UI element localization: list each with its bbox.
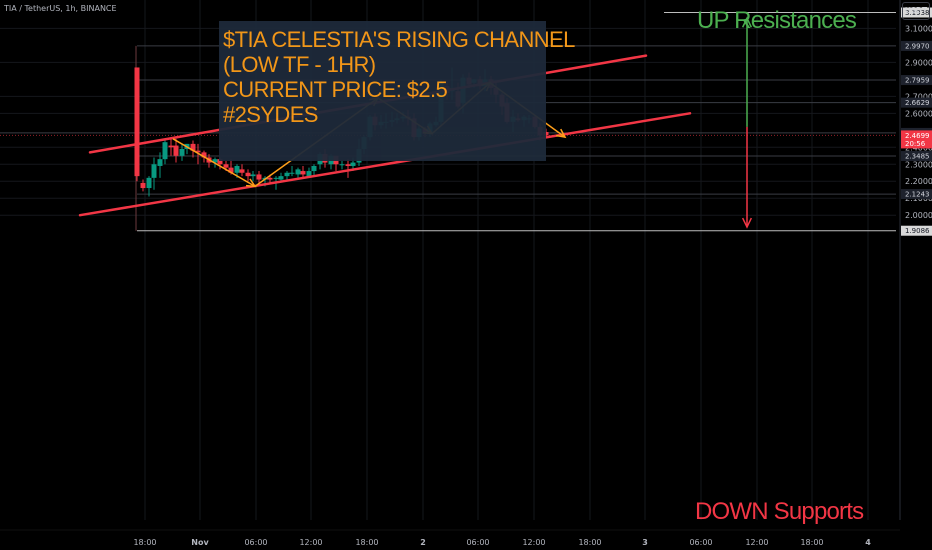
- x-tick-label: 12:00: [745, 538, 768, 547]
- x-tick-label: 06:00: [689, 538, 712, 547]
- candle-bear: [239, 169, 245, 173]
- price-label: 2.9970: [905, 42, 930, 50]
- candle-bear: [228, 167, 234, 173]
- candle-bull: [162, 142, 168, 160]
- y-tick-label: 2.9000: [905, 58, 932, 67]
- candle-bear: [245, 172, 251, 177]
- candle-bear: [168, 145, 174, 148]
- y-tick-label: 2.2000: [905, 177, 932, 186]
- note-line-1: $TIA CELESTIA'S RISING CHANNEL: [223, 27, 575, 52]
- x-tick-label: 12:00: [299, 538, 322, 547]
- candle-bull: [157, 159, 163, 166]
- candle-bull: [311, 165, 317, 172]
- price-label-box: [901, 130, 932, 149]
- candle-bear: [173, 145, 179, 156]
- candle-bear: [300, 171, 306, 175]
- candle-bull: [295, 169, 301, 175]
- up-resistances-label: UP Resistances: [697, 7, 857, 34]
- note-line-2: (LOW TF - 1HR): [223, 52, 376, 77]
- candle-bull: [273, 177, 279, 179]
- x-tick-label: 3: [642, 538, 648, 547]
- zigzag-arrow-head: [556, 128, 567, 139]
- price-label: 2.3485: [905, 153, 930, 161]
- candle-bear: [267, 177, 273, 180]
- candle-bull: [234, 165, 240, 173]
- candle-bull: [350, 162, 356, 166]
- candle-bear: [543, 131, 549, 136]
- x-tick-label: 18:00: [578, 538, 601, 547]
- price-label-box: [901, 151, 932, 162]
- x-tick-label: 06:00: [466, 538, 489, 547]
- down-arrow-head: [741, 217, 753, 229]
- currency-button[interactable]: USDT: [902, 2, 930, 20]
- candle-bear: [190, 143, 196, 151]
- y-tick-label: 3.1000: [905, 24, 932, 33]
- price-label: 2.1243: [905, 191, 930, 199]
- x-tick-label: 06:00: [244, 538, 267, 547]
- y-tick-label: 2.0000: [905, 211, 932, 220]
- candle-bull: [284, 172, 290, 177]
- down-supports-label: DOWN Supports: [695, 498, 864, 525]
- y-tick-label: 2.3000: [905, 160, 932, 169]
- candle-bull: [179, 148, 185, 156]
- candle-bear: [217, 159, 223, 165]
- candle-bull: [146, 177, 152, 189]
- y-tick-label: 2.7000: [905, 92, 932, 101]
- price-label: 1.9086: [905, 227, 930, 235]
- note-line-5: #2SYDES: [223, 102, 318, 127]
- x-tick-label: 18:00: [800, 538, 823, 547]
- candle-bull: [306, 171, 312, 177]
- price-label-box: [901, 75, 932, 86]
- price-label: 2.7959: [905, 77, 930, 85]
- y-tick-label: 2.6000: [905, 109, 932, 118]
- candle-bear: [201, 152, 207, 158]
- note-line-3: CURRENT PRICE: $2.5: [223, 77, 448, 102]
- candle-bear: [134, 67, 140, 177]
- x-tick-label: 12:00: [522, 538, 545, 547]
- candle-bull: [212, 159, 218, 163]
- price-label: 2.6629: [905, 99, 930, 107]
- up-arrow-head: [741, 16, 753, 28]
- price-label-box: [901, 189, 932, 200]
- price-axis: [900, 22, 932, 550]
- zigzag-arrow-segment: [172, 138, 256, 187]
- price-label-box: [901, 7, 932, 18]
- candle-bull: [250, 174, 256, 177]
- channel-lower-line: [78, 112, 692, 217]
- candle-bear: [345, 164, 351, 166]
- x-tick-label: 4: [865, 538, 871, 547]
- price-label-box: [901, 97, 932, 108]
- candle-bull: [289, 172, 295, 174]
- price-label-box: [901, 40, 932, 51]
- candle-bear: [223, 164, 229, 168]
- symbol-info: TIA / TetherUS, 1h, BINANCE: [4, 4, 117, 13]
- x-tick-label: 18:00: [355, 538, 378, 547]
- x-tick-label: Nov: [191, 538, 209, 547]
- price-label-box: [901, 225, 932, 236]
- price-countdown: 20:56: [905, 140, 926, 148]
- price-label: 3.1938: [905, 9, 930, 17]
- x-tick-label: 18:00: [133, 538, 156, 547]
- candle-bull: [278, 176, 284, 180]
- candle-bear: [140, 182, 146, 189]
- price-label: 2.4699: [905, 132, 930, 140]
- annotation-note: $TIA CELESTIA'S RISING CHANNEL (LOW TF -…: [219, 21, 575, 161]
- x-tick-label: 2: [420, 538, 426, 547]
- candle-bear: [195, 150, 201, 153]
- candle-bull: [151, 164, 157, 178]
- candle-bear: [256, 174, 262, 180]
- candle-bull: [339, 164, 345, 166]
